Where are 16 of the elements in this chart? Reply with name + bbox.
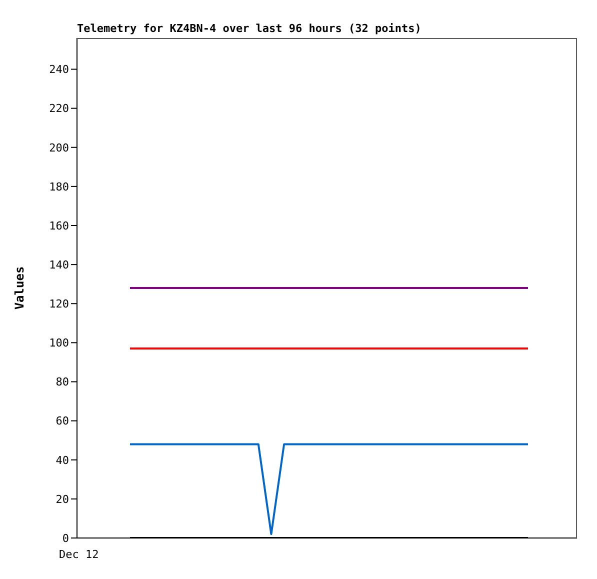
y-tick-label: 240 <box>49 63 69 76</box>
y-tick-label: 200 <box>49 141 69 154</box>
y-tick-label: 100 <box>49 336 69 350</box>
y-axis-title: Values <box>12 266 26 310</box>
y-tick-label: 220 <box>49 102 69 116</box>
y-tick-label: 60 <box>56 414 69 428</box>
y-tick-label: 120 <box>49 298 69 311</box>
y-tick-label: 80 <box>56 376 69 389</box>
y-tick-label: 160 <box>49 219 69 232</box>
y-tick-label: 0 <box>62 532 69 545</box>
text: Dec 12 <box>59 548 99 561</box>
y-tick-label: 140 <box>49 258 69 272</box>
y-tick-label: 40 <box>56 454 69 467</box>
y-tick-label: 180 <box>49 180 69 194</box>
y-tick-label: 20 <box>56 492 69 506</box>
chart-title: Telemetry for KZ4BN-4 over last 96 hours (32 points) <box>77 22 422 35</box>
